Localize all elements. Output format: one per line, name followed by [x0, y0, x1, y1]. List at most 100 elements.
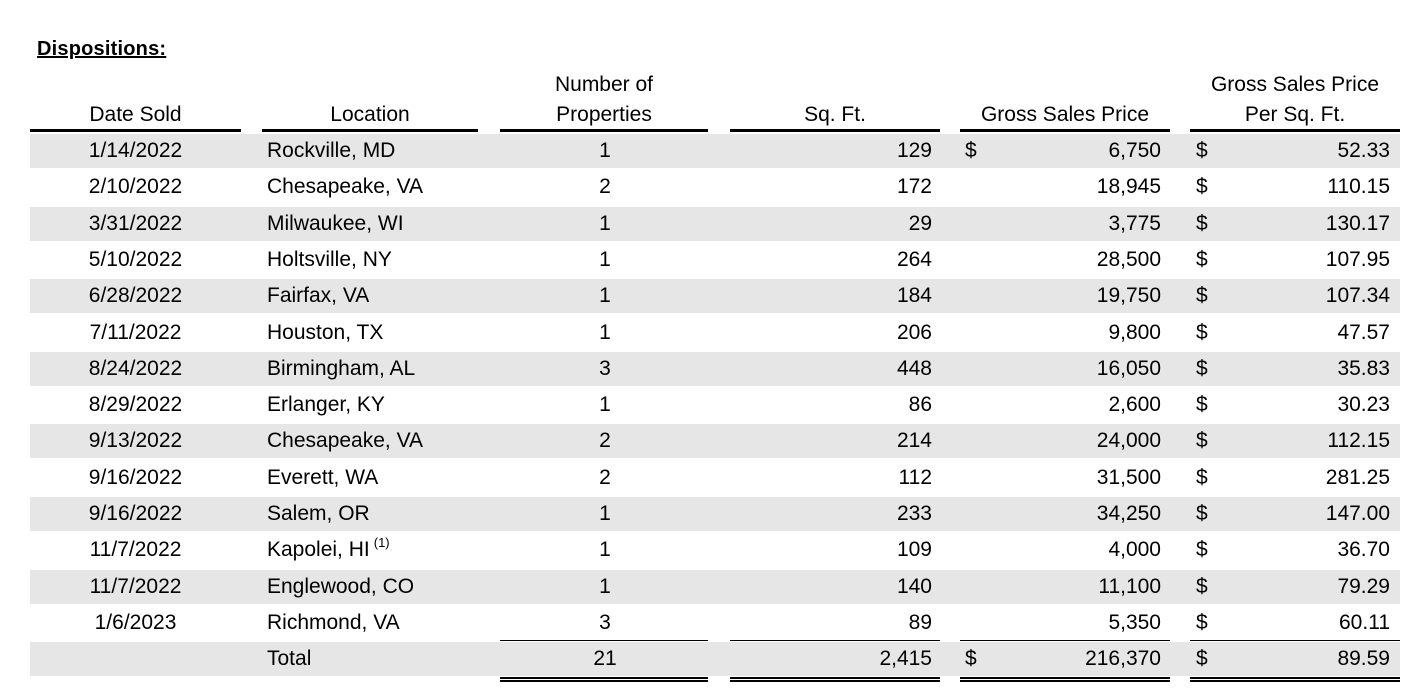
- header-rule-number: [500, 129, 708, 132]
- per-sqft-currency-cell-text: $: [1196, 357, 1208, 380]
- number-of-properties-cell-text: 1: [599, 538, 611, 561]
- section-title: Dispositions:: [37, 38, 167, 60]
- date-sold-cell: 9/13/2022: [30, 424, 241, 458]
- gross-sales-price-cell-text: 5,350: [1108, 611, 1161, 634]
- price-per-sqft-cell: 112.15: [1220, 424, 1390, 458]
- location-cell: Chesapeake, VA: [267, 424, 487, 458]
- sqft-cell: 214: [730, 424, 932, 458]
- gross-sales-price-cell: 24,000: [990, 424, 1161, 458]
- total-row: Total 21 2,415 $ 216,370 $ 89.59: [30, 642, 1400, 676]
- sqft-cell-text: 448: [896, 357, 932, 380]
- total-gross-currency: $: [965, 647, 977, 670]
- location-cell-text: Salem, OR: [267, 502, 370, 525]
- header-gross-sales-price: Gross Sales Price: [980, 103, 1150, 126]
- sqft-cell: 140: [730, 570, 932, 604]
- table-row: 5/10/2022 Holtsville, NY 1 264 28,500 $107.95: [30, 243, 1400, 277]
- table-row: 6/28/2022 Fairfax, VA 1 184 19,750 $107.34: [30, 279, 1400, 313]
- location-cell: Englewood, CO: [267, 570, 487, 604]
- sqft-cell: 233: [730, 497, 932, 531]
- date-sold-cell: 6/28/2022: [30, 279, 241, 313]
- sqft-cell-text: 89: [908, 611, 932, 634]
- table-row: 3/31/2022 Milwaukee, WI 1 29 3,775 $130.17: [30, 207, 1400, 241]
- number-of-properties-cell: 2: [500, 461, 710, 495]
- location-cell-text: Birmingham, AL: [267, 357, 416, 380]
- per-sqft-currency-cell: $: [1196, 461, 1226, 495]
- gross-sales-price-cell-text: 18,945: [1096, 175, 1161, 198]
- number-of-properties-cell: 1: [500, 207, 710, 241]
- price-per-sqft-cell: 36.70: [1220, 533, 1390, 567]
- per-sqft-currency-cell-text: $: [1196, 538, 1208, 561]
- sqft-cell-text: 129: [896, 139, 932, 162]
- number-of-properties-cell-text: 1: [599, 248, 611, 271]
- price-per-sqft-cell: 107.95: [1220, 243, 1390, 277]
- gross-sales-price-cell: 19,750: [990, 279, 1161, 313]
- number-of-properties-cell: 2: [500, 170, 710, 204]
- price-per-sqft-cell-text: 35.83: [1337, 357, 1390, 380]
- per-sqft-currency-cell-text: $: [1196, 284, 1208, 307]
- gross-currency-cell-text: $: [965, 139, 977, 162]
- header-number-of-properties-line2: Properties: [556, 103, 652, 126]
- price-per-sqft-cell-text: 107.34: [1325, 284, 1390, 307]
- sqft-cell: 89: [730, 606, 932, 640]
- table-row: 9/16/2022 Salem, OR 1 233 34,250 $147.00: [30, 497, 1400, 531]
- sqft-cell: 448: [730, 352, 932, 386]
- date-sold-cell-text: 11/7/2022: [89, 538, 182, 561]
- per-sqft-currency-cell-text: $: [1196, 466, 1208, 489]
- double-rule-gross: [960, 677, 1170, 682]
- price-per-sqft-cell-text: 47.57: [1337, 321, 1390, 344]
- gross-sales-price-cell: 16,050: [990, 352, 1161, 386]
- table-row: 1/6/2023 Richmond, VA 3 89 5,350 $60.11: [30, 606, 1400, 640]
- date-sold-cell-text: 8/29/2022: [88, 393, 183, 416]
- per-sqft-currency-cell-text: $: [1196, 393, 1208, 416]
- sqft-cell: 29: [730, 207, 932, 241]
- per-sqft-currency-cell-text: $: [1196, 175, 1208, 198]
- location-cell-text: Holtsville, NY: [267, 248, 392, 271]
- location-cell-text: Milwaukee, WI: [267, 212, 404, 235]
- table-row: 2/10/2022 Chesapeake, VA 2 172 18,945 $110.15: [30, 170, 1400, 204]
- location-cell: Chesapeake, VA: [267, 170, 487, 204]
- gross-sales-price-cell: 3,775: [990, 207, 1161, 241]
- price-per-sqft-cell-text: 112.15: [1327, 429, 1390, 452]
- gross-sales-price-cell-text: 16,050: [1096, 357, 1161, 380]
- per-sqft-currency-cell-text: $: [1196, 248, 1208, 271]
- gross-sales-price-cell: 31,500: [990, 461, 1161, 495]
- location-cell-text: Chesapeake, VA: [267, 429, 424, 452]
- number-of-properties-cell: 1: [500, 243, 710, 277]
- total-price-per-sqft: 89.59: [1337, 647, 1390, 670]
- number-of-properties-cell-text: 1: [599, 212, 611, 235]
- number-of-properties-cell: 1: [500, 316, 710, 350]
- price-per-sqft-cell-text: 130.17: [1325, 212, 1390, 235]
- sqft-cell-text: 140: [896, 575, 932, 598]
- header-price-per-sqft-line2: Per Sq. Ft.: [1244, 103, 1346, 126]
- sqft-cell-text: 112: [898, 466, 932, 489]
- price-per-sqft-cell: 35.83: [1220, 352, 1390, 386]
- footnote-marker: (1): [373, 535, 390, 550]
- per-sqft-currency-cell-text: $: [1196, 611, 1208, 634]
- per-sqft-currency-cell: $: [1196, 134, 1226, 168]
- location-cell-text: Houston, TX: [267, 321, 384, 344]
- number-of-properties-cell: 2: [500, 424, 710, 458]
- table-row: 9/13/2022 Chesapeake, VA 2 214 24,000 $112.15: [30, 424, 1400, 458]
- price-per-sqft-cell: 60.11: [1220, 606, 1390, 640]
- gross-sales-price-cell: 18,945: [990, 170, 1161, 204]
- date-sold-cell: 8/29/2022: [30, 388, 241, 422]
- gross-sales-price-cell-text: 3,775: [1108, 212, 1161, 235]
- gross-sales-price-cell-text: 4,000: [1108, 538, 1161, 561]
- date-sold-cell: 2/10/2022: [30, 170, 241, 204]
- sqft-cell: 112: [730, 461, 932, 495]
- header-price-per-sqft-line1: Gross Sales Price: [1210, 73, 1380, 96]
- date-sold-cell-text: 11/7/2022: [89, 575, 182, 598]
- total-gross-sales-price: 216,370: [1085, 647, 1161, 670]
- header-date-sold: Date Sold: [89, 103, 182, 126]
- table-row: 11/7/2022 Kapolei, HI (1) 1 109 4,000 $36.70: [30, 533, 1400, 567]
- location-cell: Birmingham, AL: [267, 352, 487, 386]
- price-per-sqft-cell: 79.29: [1220, 570, 1390, 604]
- location-cell-text: Rockville, MD: [267, 139, 396, 162]
- date-sold-cell-text: 6/28/2022: [88, 284, 183, 307]
- price-per-sqft-cell-text: 30.23: [1337, 393, 1390, 416]
- total-rule-per-sqft: [1190, 640, 1400, 641]
- per-sqft-currency-cell: $: [1196, 316, 1226, 350]
- date-sold-cell: 1/14/2022: [30, 134, 241, 168]
- gross-sales-price-cell-text: 6,750: [1108, 139, 1161, 162]
- sqft-cell-text: 86: [908, 393, 932, 416]
